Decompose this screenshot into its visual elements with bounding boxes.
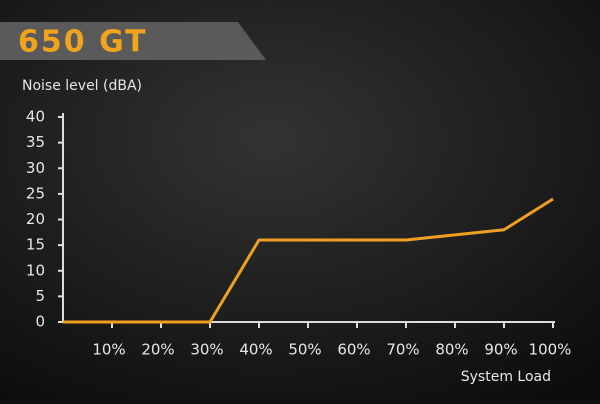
- chart-title: 650 GT: [18, 25, 148, 60]
- x-tick-label: 60%: [337, 341, 370, 359]
- x-tick-label: 30%: [190, 341, 223, 359]
- y-axis-label: Noise level (dBA): [22, 78, 142, 94]
- y-tick-label: 10: [26, 261, 45, 279]
- y-tick-label: 20: [26, 210, 45, 228]
- marks: [63, 197, 554, 324]
- x-axis-label: System Load: [461, 369, 551, 385]
- x-tick-label: 80%: [435, 341, 468, 359]
- y-tick-label: 25: [26, 184, 45, 202]
- x-tick-label: 40%: [239, 341, 272, 359]
- y-tick-label: 30: [26, 159, 45, 177]
- x-tick-label: 50%: [288, 341, 321, 359]
- y-tick-label: 35: [26, 133, 45, 151]
- y-tick-label: 40: [26, 108, 45, 126]
- line-series: [63, 197, 554, 324]
- title-tab: [0, 22, 266, 60]
- x-tick-label: 10%: [92, 341, 125, 359]
- axes: 0 5 10 15 20 25 30 35 40 10% 20% 30% 40% 50% 60% 70% 80%…: [26, 108, 572, 359]
- y-tick-label: 5: [35, 287, 45, 305]
- y-tick-label: 0: [35, 313, 45, 331]
- x-tick-label: 20%: [141, 341, 174, 359]
- x-tick-label: 90%: [484, 341, 517, 359]
- x-tick-label: 100%: [529, 341, 572, 359]
- x-tick-label: 70%: [386, 341, 419, 359]
- y-tick-label: 15: [26, 236, 45, 254]
